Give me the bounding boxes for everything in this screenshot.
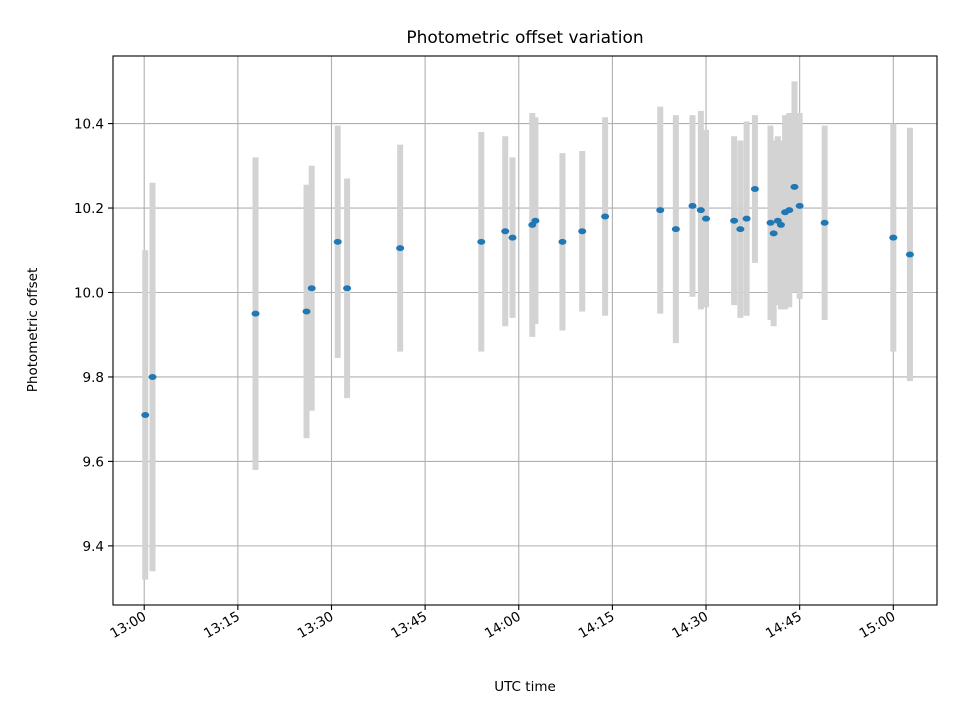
y-tick-label: 9.4 [83, 539, 104, 555]
data-point [750, 186, 759, 193]
data-point [251, 310, 260, 317]
data-point [333, 238, 342, 245]
data-point [742, 215, 751, 222]
y-tick-label: 10.0 [74, 285, 104, 301]
data-point [730, 217, 739, 224]
x-tick-label: 13:30 [295, 609, 337, 642]
data-point [820, 219, 829, 226]
x-tick-label: 14:30 [669, 609, 711, 642]
data-point [343, 285, 352, 292]
x-axis-label: UTC time [494, 679, 556, 695]
data-point [302, 308, 311, 315]
data-point [795, 202, 804, 209]
grid-layer [113, 56, 937, 605]
x-tick-label: 14:45 [763, 609, 805, 642]
y-axis-label: Photometric offset [25, 268, 41, 392]
data-point [508, 234, 517, 241]
plot-frame [112, 55, 938, 606]
y-tick-label: 10.2 [74, 201, 104, 217]
data-point [702, 215, 711, 222]
x-tick-label: 13:00 [108, 609, 150, 642]
x-tick-label: 14:15 [576, 609, 618, 642]
data-point [141, 411, 150, 418]
data-point [601, 213, 610, 220]
data-point [656, 207, 665, 214]
data-point [307, 285, 316, 292]
data-point [766, 219, 775, 226]
data-point [671, 226, 680, 233]
data-point [776, 221, 785, 228]
y-tick-label: 9.8 [83, 370, 104, 386]
data-point [531, 217, 540, 224]
marker-layer [141, 183, 914, 418]
data-point [148, 373, 157, 380]
data-point [396, 245, 405, 252]
errorbar-layer [142, 81, 913, 580]
data-point [578, 228, 587, 235]
x-tick-label: 13:15 [201, 609, 243, 642]
x-tick-label: 15:00 [857, 609, 899, 642]
data-point [905, 251, 914, 258]
data-point [736, 226, 745, 233]
chart-title: Photometric offset variation [406, 28, 643, 48]
data-point [501, 228, 510, 235]
data-point [889, 234, 898, 241]
data-point [785, 207, 794, 214]
data-point [790, 183, 799, 190]
data-point [477, 238, 486, 245]
data-point [558, 238, 567, 245]
data-point [696, 207, 705, 214]
y-tick-label: 10.4 [74, 117, 104, 133]
x-tick-label: 14:00 [482, 609, 524, 642]
data-point [688, 202, 697, 209]
data-point [769, 230, 778, 237]
y-tick-label: 9.6 [83, 454, 104, 470]
x-tick-label: 13:45 [388, 609, 430, 642]
